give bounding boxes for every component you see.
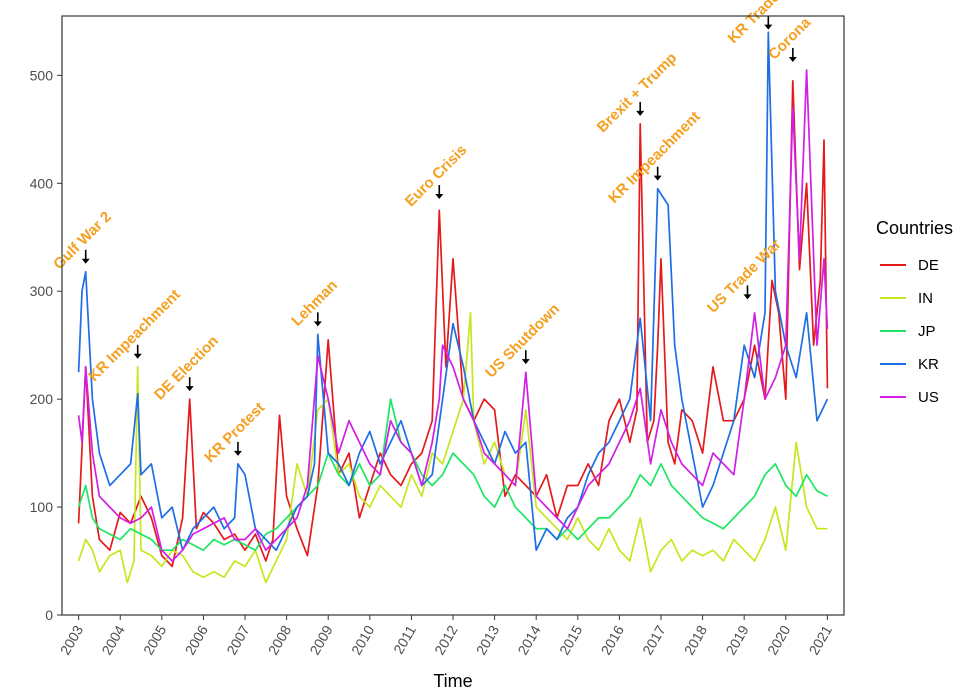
annotation-arrowhead [133,353,142,359]
series-line-us [77,69,829,562]
series-line-jp [77,398,828,552]
annotation-arrowhead [81,258,90,264]
annotation-arrowhead [653,175,662,181]
legend-label-kr: KR [918,356,939,373]
x-axis-title: Time [433,671,472,691]
y-tick-label: 400 [30,175,54,191]
annotation-arrowhead [435,194,444,200]
plot-area [77,31,829,584]
legend: Countries DE IN JP KR US [876,218,953,406]
annotation-arrowhead [233,450,242,456]
annotation-arrowhead [788,56,797,62]
series-layer [77,31,829,584]
y-tick-label: 500 [30,67,54,83]
y-tick-label: 300 [30,283,54,299]
annotation-arrowhead [521,359,530,365]
y-axis: 0 100 200 300 400 500 [30,67,62,623]
plot-border [61,15,845,616]
legend-title: Countries [876,218,953,238]
legend-label-de: DE [918,257,939,274]
y-tick-label: 100 [30,499,54,515]
annotation-arrowhead [764,24,773,30]
annotation-arrowhead [185,386,194,392]
legend-label-us: US [918,389,939,406]
y-tick-label: 0 [45,607,53,623]
legend-label-in: IN [918,290,933,307]
legend-label-jp: JP [918,323,936,340]
series-line-kr [77,31,829,552]
annotation-arrowhead [743,294,752,300]
y-tick-label: 200 [30,391,54,407]
annotation-arrowhead [313,321,322,327]
annotation-arrowhead [636,110,645,116]
